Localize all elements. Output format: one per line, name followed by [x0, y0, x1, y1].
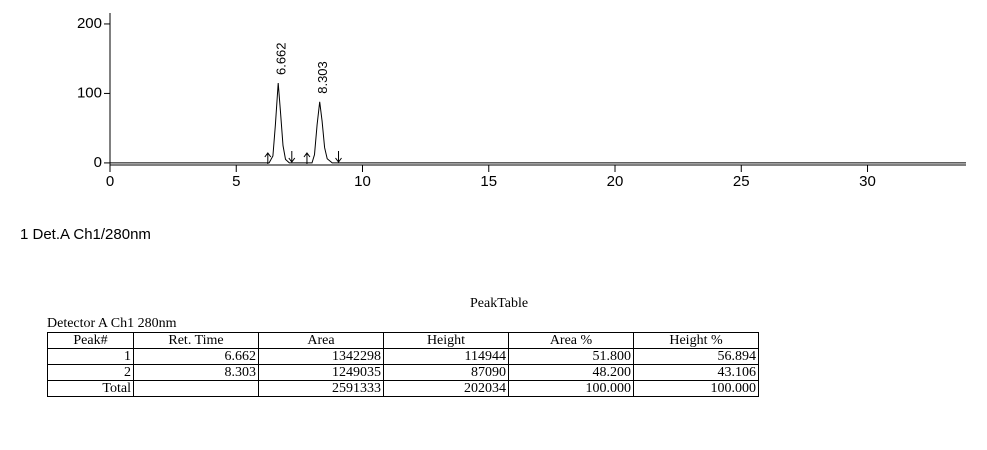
- table-row: 1 6.662 1342298 114944 51.800 56.894: [47, 348, 759, 365]
- header-cell: Height %: [633, 332, 759, 349]
- event-marker: [303, 152, 311, 164]
- table-cell: 2591333: [258, 380, 384, 397]
- x-tick-label: 30: [859, 173, 876, 190]
- legend-entry: 1 Det.A Ch1/280nm: [20, 226, 151, 243]
- y-tick-label: 100: [77, 84, 102, 101]
- peak-label: 6.662: [274, 42, 289, 75]
- header-cell: Height: [383, 332, 509, 349]
- x-tick-label: 10: [354, 173, 371, 190]
- peak-table: Peak# Ret. Time Area Height Area % Height % 1 6…: [47, 332, 759, 397]
- table-cell: 43.106: [633, 364, 759, 381]
- table-cell: 87090: [383, 364, 509, 381]
- table-cell: 56.894: [633, 348, 759, 365]
- table-cell: 6.662: [133, 348, 259, 365]
- table-row: Total 2591333 202034 100.000 100.000: [47, 380, 759, 397]
- x-tick-label: 5: [232, 173, 240, 190]
- table-cell: 100.000: [633, 380, 759, 397]
- header-cell: Area %: [508, 332, 634, 349]
- table-caption: Detector A Ch1 280nm: [47, 316, 177, 331]
- table-cell: 48.200: [508, 364, 634, 381]
- table-cell: 202034: [383, 380, 509, 397]
- table-cell: [133, 380, 259, 397]
- chart: 0 100 200 0 5 10 15 20 25 30 6.662 8.303: [77, 13, 966, 190]
- table-title: PeakTable: [470, 296, 529, 311]
- table-cell: 2: [47, 364, 134, 381]
- peak-label: 8.303: [315, 61, 330, 94]
- table-cell: 1249035: [258, 364, 384, 381]
- event-marker: [288, 151, 296, 163]
- chromatogram-line: [110, 82, 966, 164]
- table-row: 2 8.303 1249035 87090 48.200 43.106: [47, 364, 759, 381]
- header-cell: Peak#: [47, 332, 134, 349]
- x-tick-label: 15: [480, 173, 497, 190]
- x-tick-label: 20: [607, 173, 624, 190]
- x-tick-label: 25: [733, 173, 750, 190]
- event-marker: [335, 151, 342, 163]
- table-row: Peak# Ret. Time Area Height Area % Height %: [47, 332, 759, 349]
- table-cell: 51.800: [508, 348, 634, 365]
- table-cell: 8.303: [133, 364, 259, 381]
- header-cell: Area: [258, 332, 384, 349]
- y-tick-label: 0: [94, 154, 102, 171]
- table-cell: Total: [47, 380, 134, 397]
- table-cell: 1: [47, 348, 134, 365]
- y-tick-label: 200: [77, 15, 102, 32]
- event-marker: [264, 152, 272, 164]
- table-cell: 100.000: [508, 380, 634, 397]
- table-cell: 1342298: [258, 348, 384, 365]
- table-cell: 114944: [383, 348, 509, 365]
- header-cell: Ret. Time: [133, 332, 259, 349]
- x-tick-label: 0: [106, 173, 114, 190]
